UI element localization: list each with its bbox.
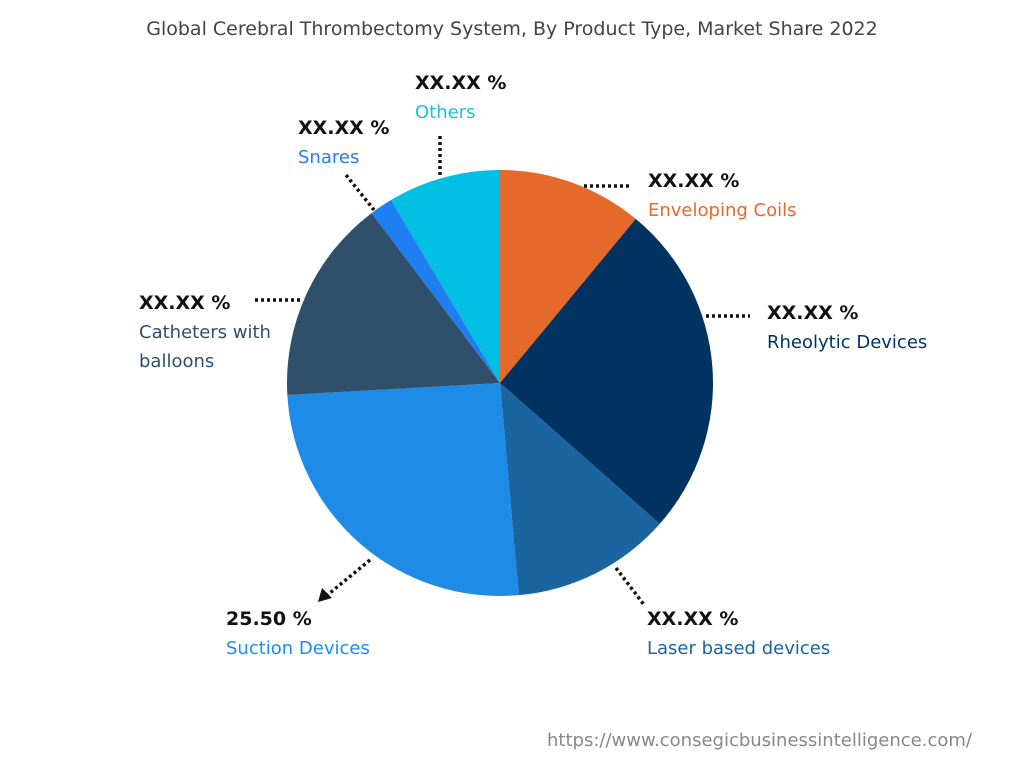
data-label: XX.XX % Enveloping Coils xyxy=(648,167,796,225)
slice-name: Snares xyxy=(298,147,360,168)
slice-name: Catheters with balloons xyxy=(139,322,271,372)
pie-slice-rheolytic-devices xyxy=(500,218,713,524)
slice-value: XX.XX % xyxy=(647,608,739,630)
pie-slice-laser-based-devices xyxy=(500,383,660,596)
pie-slice-suction-devices xyxy=(287,383,519,596)
chart-title: Global Cerebral Thrombectomy System, By … xyxy=(146,18,878,40)
arrow-head-icon xyxy=(318,588,332,602)
pie-slice-enveloping-coils xyxy=(500,170,636,383)
slice-value: XX.XX % xyxy=(139,292,231,314)
data-label: XX.XX % Laser based devices xyxy=(647,605,830,663)
leader-line xyxy=(323,558,372,599)
source-url[interactable]: https://www.consegicbusinessintelligence… xyxy=(547,730,972,751)
leader-line xyxy=(344,173,376,212)
slice-value: XX.XX % xyxy=(767,302,859,324)
slice-name: Others xyxy=(415,102,476,123)
pie-slice-others xyxy=(390,170,500,383)
pie-slice-catheters-with-balloons xyxy=(287,213,500,396)
slice-name: Suction Devices xyxy=(226,638,370,659)
leader-line xyxy=(614,566,647,608)
slice-name: Enveloping Coils xyxy=(648,200,797,221)
slice-value: XX.XX % xyxy=(415,72,507,94)
data-label: 25.50 % Suction Devices xyxy=(226,605,370,663)
slice-name: Laser based devices xyxy=(647,638,831,659)
slice-name: Rheolytic Devices xyxy=(767,332,928,353)
data-label: XX.XX % Catheters with balloons xyxy=(139,289,289,376)
data-label: XX.XX % Snares xyxy=(298,114,389,172)
data-label: XX.XX % Others xyxy=(415,69,506,127)
slice-value: XX.XX % xyxy=(648,170,740,192)
slice-value: XX.XX % xyxy=(298,117,390,139)
slice-value: 25.50 % xyxy=(226,608,312,630)
pie-slice-snares xyxy=(371,200,500,383)
data-label: XX.XX % Rheolytic Devices xyxy=(767,299,927,357)
